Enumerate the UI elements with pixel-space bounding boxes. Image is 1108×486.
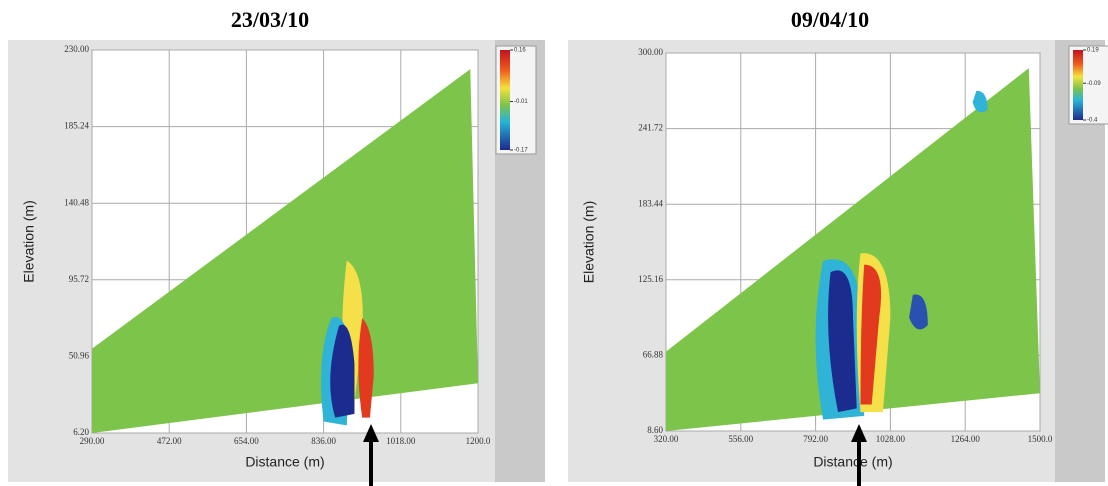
panel: 290.00 472.00 654.00 836.00 1018.00 1200.0 6.2… xyxy=(8,7,545,482)
anomaly xyxy=(909,294,928,330)
y-axis-label: Elevation (m) xyxy=(581,201,597,283)
x-tick-label: 320.00 xyxy=(654,434,679,444)
arrow xyxy=(851,424,867,486)
colorbar-label: -0.09 xyxy=(1087,81,1101,87)
colorbar-label: 0.19 xyxy=(1087,48,1099,54)
anomaly xyxy=(330,324,355,418)
field xyxy=(92,69,478,434)
y-tick-label: 95.72 xyxy=(69,274,89,284)
y-tick-label: 125.16 xyxy=(638,274,663,284)
x-axis-label: Distance (m) xyxy=(245,454,324,470)
panel: 320.00 556.00 792.00 1028.00 1264.00 1500.0 8.… xyxy=(568,7,1108,482)
y-tick-label: 185.24 xyxy=(64,121,89,131)
x-tick-label: 1200.0 xyxy=(466,436,491,446)
colorbar-label: -0.17 xyxy=(514,148,528,154)
x-tick-label: 792.00 xyxy=(803,434,828,444)
y-tick-label: 241.72 xyxy=(638,123,663,133)
y-tick-label: 230.00 xyxy=(64,44,89,54)
y-tick-label: 66.88 xyxy=(643,349,664,359)
x-tick-label: 654.00 xyxy=(234,436,259,446)
arrow xyxy=(363,424,379,486)
x-tick-label: 1018.00 xyxy=(386,436,416,446)
x-axis-label: Distance (m) xyxy=(813,454,892,470)
x-tick-label: 290.00 xyxy=(80,436,105,446)
y-tick-label: 50.96 xyxy=(69,350,90,360)
y-tick-label: 183.44 xyxy=(638,198,663,208)
x-tick-label: 1500.0 xyxy=(1028,434,1053,444)
anomaly xyxy=(358,318,374,418)
x-tick-label: 556.00 xyxy=(728,434,753,444)
anomaly xyxy=(972,90,988,113)
colorbar xyxy=(500,50,510,150)
x-tick-label: 1264.00 xyxy=(951,434,981,444)
chart-title: 23/03/10 xyxy=(231,7,309,32)
colorbar-label: -0.01 xyxy=(514,99,528,105)
colorbar-label: 0.16 xyxy=(514,48,526,54)
chart-title: 09/04/10 xyxy=(791,7,869,32)
y-axis-label: Elevation (m) xyxy=(21,200,37,282)
anomaly xyxy=(860,264,882,405)
y-tick-label: 8.60 xyxy=(647,425,663,435)
y-tick-label: 6.20 xyxy=(73,427,89,437)
anomaly xyxy=(828,270,857,413)
y-tick-label: 300.00 xyxy=(638,47,663,57)
x-tick-label: 1028.00 xyxy=(876,434,906,444)
colorbar xyxy=(1073,50,1083,120)
colorbar-label: -0.4 xyxy=(1087,118,1098,124)
x-tick-label: 836.00 xyxy=(311,436,336,446)
y-tick-label: 140.48 xyxy=(64,197,89,207)
field xyxy=(666,68,1040,432)
x-tick-label: 472.00 xyxy=(157,436,182,446)
